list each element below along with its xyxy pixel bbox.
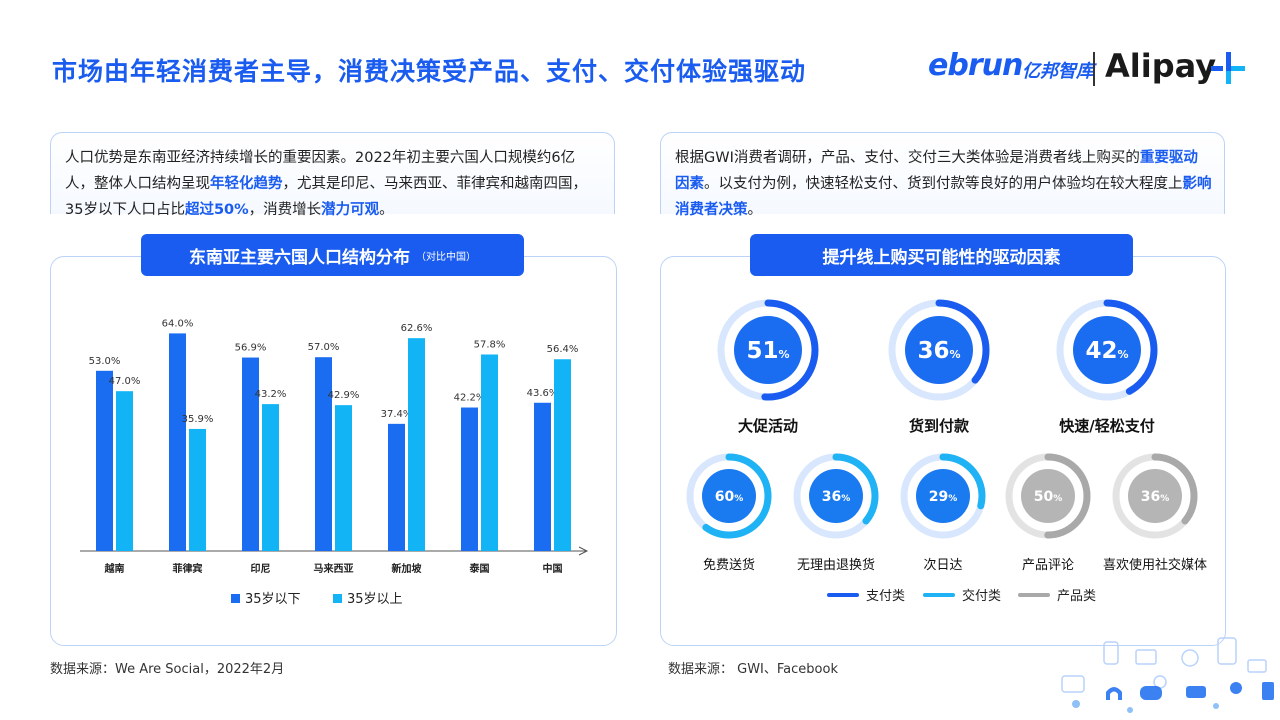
ring-center bbox=[809, 469, 863, 523]
ring-center bbox=[702, 469, 756, 523]
bar-value-label: 42.9% bbox=[328, 390, 360, 401]
category-label: 越南 bbox=[104, 562, 125, 575]
ring-label: 快速/轻松支付 bbox=[1059, 417, 1155, 435]
ring-value: 60% bbox=[715, 489, 744, 505]
ring-value: 36% bbox=[1141, 489, 1170, 505]
legend-label: 35岁以下 bbox=[245, 592, 301, 607]
bar-value-label: 57.0% bbox=[308, 342, 340, 353]
ring-progress bbox=[888, 299, 990, 401]
ring-center bbox=[1021, 469, 1075, 523]
ring-center bbox=[1073, 316, 1141, 384]
bar-value-label: 62.6% bbox=[401, 323, 433, 334]
bar-value-label: 37.4% bbox=[381, 409, 413, 420]
logos: ebrun 亿邦智库 Alipay bbox=[928, 46, 1248, 88]
page-title: 市场由年轻消费者主导，消费决策受产品、支付、交付体验强驱动 bbox=[52, 57, 807, 86]
bar-value-label: 47.0% bbox=[109, 376, 141, 387]
bar-over35 bbox=[262, 404, 279, 551]
bar-under35 bbox=[96, 370, 113, 551]
driver-ring: 29% bbox=[900, 453, 986, 539]
driver-ring: 42% bbox=[1056, 299, 1158, 401]
bar-value-label: 35.9% bbox=[182, 414, 214, 425]
ebrun-cn-logo: 亿邦智库 bbox=[1022, 61, 1094, 82]
population-chart-title: 东南亚主要六国人口结构分布 （对比中国） bbox=[141, 234, 524, 276]
ring-center bbox=[916, 469, 970, 523]
ring-label: 免费送货 bbox=[702, 558, 755, 573]
ring-progress bbox=[1005, 453, 1091, 539]
driver-ring: 36% bbox=[1112, 453, 1198, 539]
driver-ring: 51% bbox=[717, 299, 819, 401]
logo-divider bbox=[1093, 52, 1095, 86]
legend-label: 35岁以上 bbox=[347, 592, 403, 607]
category-label: 新加坡 bbox=[392, 562, 423, 575]
bar-over35 bbox=[554, 359, 571, 551]
bar-under35 bbox=[242, 357, 259, 551]
driver-ring: 36% bbox=[888, 299, 990, 401]
ring-progress bbox=[717, 299, 819, 401]
bar-under35 bbox=[388, 423, 405, 551]
ring-value: 42% bbox=[1085, 338, 1128, 364]
bar-value-label: 56.9% bbox=[235, 343, 267, 354]
decorative-devices-illustration bbox=[1061, 637, 1274, 713]
ring-progress bbox=[793, 453, 879, 539]
ring-center bbox=[1128, 469, 1182, 523]
bar-value-label: 56.4% bbox=[547, 344, 579, 355]
ring-label: 次日达 bbox=[923, 558, 963, 573]
ring-center bbox=[734, 316, 802, 384]
legend-label: 产品类 bbox=[1057, 589, 1096, 604]
category-label: 菲律宾 bbox=[173, 562, 203, 575]
ring-progress bbox=[686, 453, 772, 539]
category-label: 印尼 bbox=[251, 563, 271, 575]
ring-label: 大促活动 bbox=[737, 417, 798, 435]
alipay-plus-icon bbox=[1211, 52, 1245, 84]
ring-progress bbox=[1056, 299, 1158, 401]
ring-label: 货到付款 bbox=[908, 417, 969, 435]
ring-value: 50% bbox=[1034, 489, 1063, 505]
legend-label: 交付类 bbox=[962, 588, 1001, 604]
category-label: 泰国 bbox=[469, 562, 490, 575]
driver-ring: 50% bbox=[1005, 453, 1091, 539]
bar-value-label: 42.2% bbox=[454, 393, 486, 404]
driver-ring: 36% bbox=[793, 453, 879, 539]
ring-label: 喜欢使用社交媒体 bbox=[1102, 558, 1207, 573]
ring-label: 无理由退换货 bbox=[796, 558, 875, 573]
bar-over35 bbox=[335, 405, 352, 551]
ring-value: 29% bbox=[929, 489, 958, 505]
x-axis-arrow-icon bbox=[578, 546, 589, 556]
alipay-logo: Alipay bbox=[1105, 47, 1217, 85]
left-source: 数据来源：We Are Social，2022年2月 bbox=[50, 662, 285, 677]
ring-progress bbox=[900, 453, 986, 539]
bar-over35 bbox=[116, 391, 133, 551]
right-source: 数据来源： GWI、Facebook bbox=[668, 662, 838, 677]
legend-swatch bbox=[333, 594, 342, 603]
drivers-chart-title: 提升线上购买可能性的驱动因素 bbox=[750, 234, 1133, 276]
bar-over35 bbox=[408, 338, 425, 551]
left-intro-text: 人口优势是东南亚经济持续增长的重要因素。2022年初主要六国人口规模约6亿人，整… bbox=[50, 132, 615, 218]
legend-swatch bbox=[231, 594, 240, 603]
bar-value-label: 53.0% bbox=[89, 356, 121, 367]
category-label: 马来西亚 bbox=[314, 562, 354, 575]
bar-value-label: 43.2% bbox=[255, 389, 287, 400]
bar-value-label: 64.0% bbox=[162, 318, 194, 329]
ebrun-logo: ebrun bbox=[928, 48, 1023, 83]
bar-value-label: 43.6% bbox=[527, 388, 559, 399]
ring-progress bbox=[1112, 453, 1198, 539]
population-chart-panel bbox=[50, 256, 617, 646]
ring-label: 产品评论 bbox=[1021, 558, 1074, 573]
bar-under35 bbox=[534, 402, 551, 551]
bar-over35 bbox=[481, 354, 498, 551]
bar-under35 bbox=[461, 407, 478, 551]
right-intro-text: 根据GWI消费者调研，产品、支付、交付三大类体验是消费者线上购买的重要驱动因素。… bbox=[660, 132, 1225, 218]
driver-ring: 60% bbox=[686, 453, 772, 539]
bar-over35 bbox=[189, 428, 206, 551]
ring-value: 36% bbox=[822, 489, 851, 505]
bar-under35 bbox=[169, 333, 186, 551]
bar-under35 bbox=[315, 357, 332, 551]
ring-center bbox=[905, 316, 973, 384]
ring-value: 51% bbox=[746, 338, 789, 364]
category-label: 中国 bbox=[543, 562, 563, 575]
ring-value: 36% bbox=[917, 338, 960, 364]
bar-value-label: 57.8% bbox=[474, 339, 506, 350]
legend-label: 支付类 bbox=[866, 589, 905, 604]
